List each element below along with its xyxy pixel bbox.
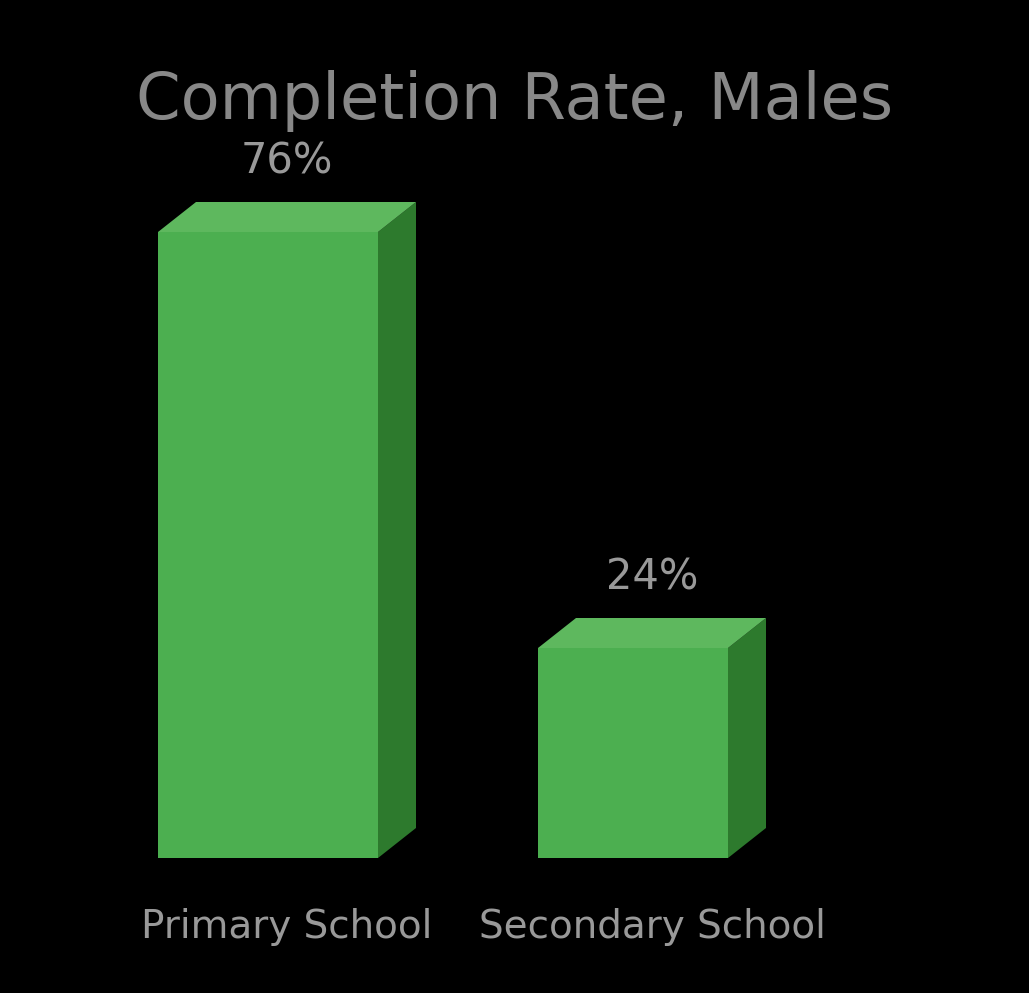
Polygon shape [158,232,378,858]
Text: 76%: 76% [241,140,333,182]
Polygon shape [728,618,766,858]
Text: Secondary School: Secondary School [478,908,825,945]
Polygon shape [158,202,416,232]
Text: Primary School: Primary School [141,908,432,945]
Text: Completion Rate, Males: Completion Rate, Males [136,70,893,132]
Polygon shape [378,202,416,858]
Polygon shape [538,618,766,648]
Text: 24%: 24% [606,556,699,598]
Polygon shape [538,648,728,858]
